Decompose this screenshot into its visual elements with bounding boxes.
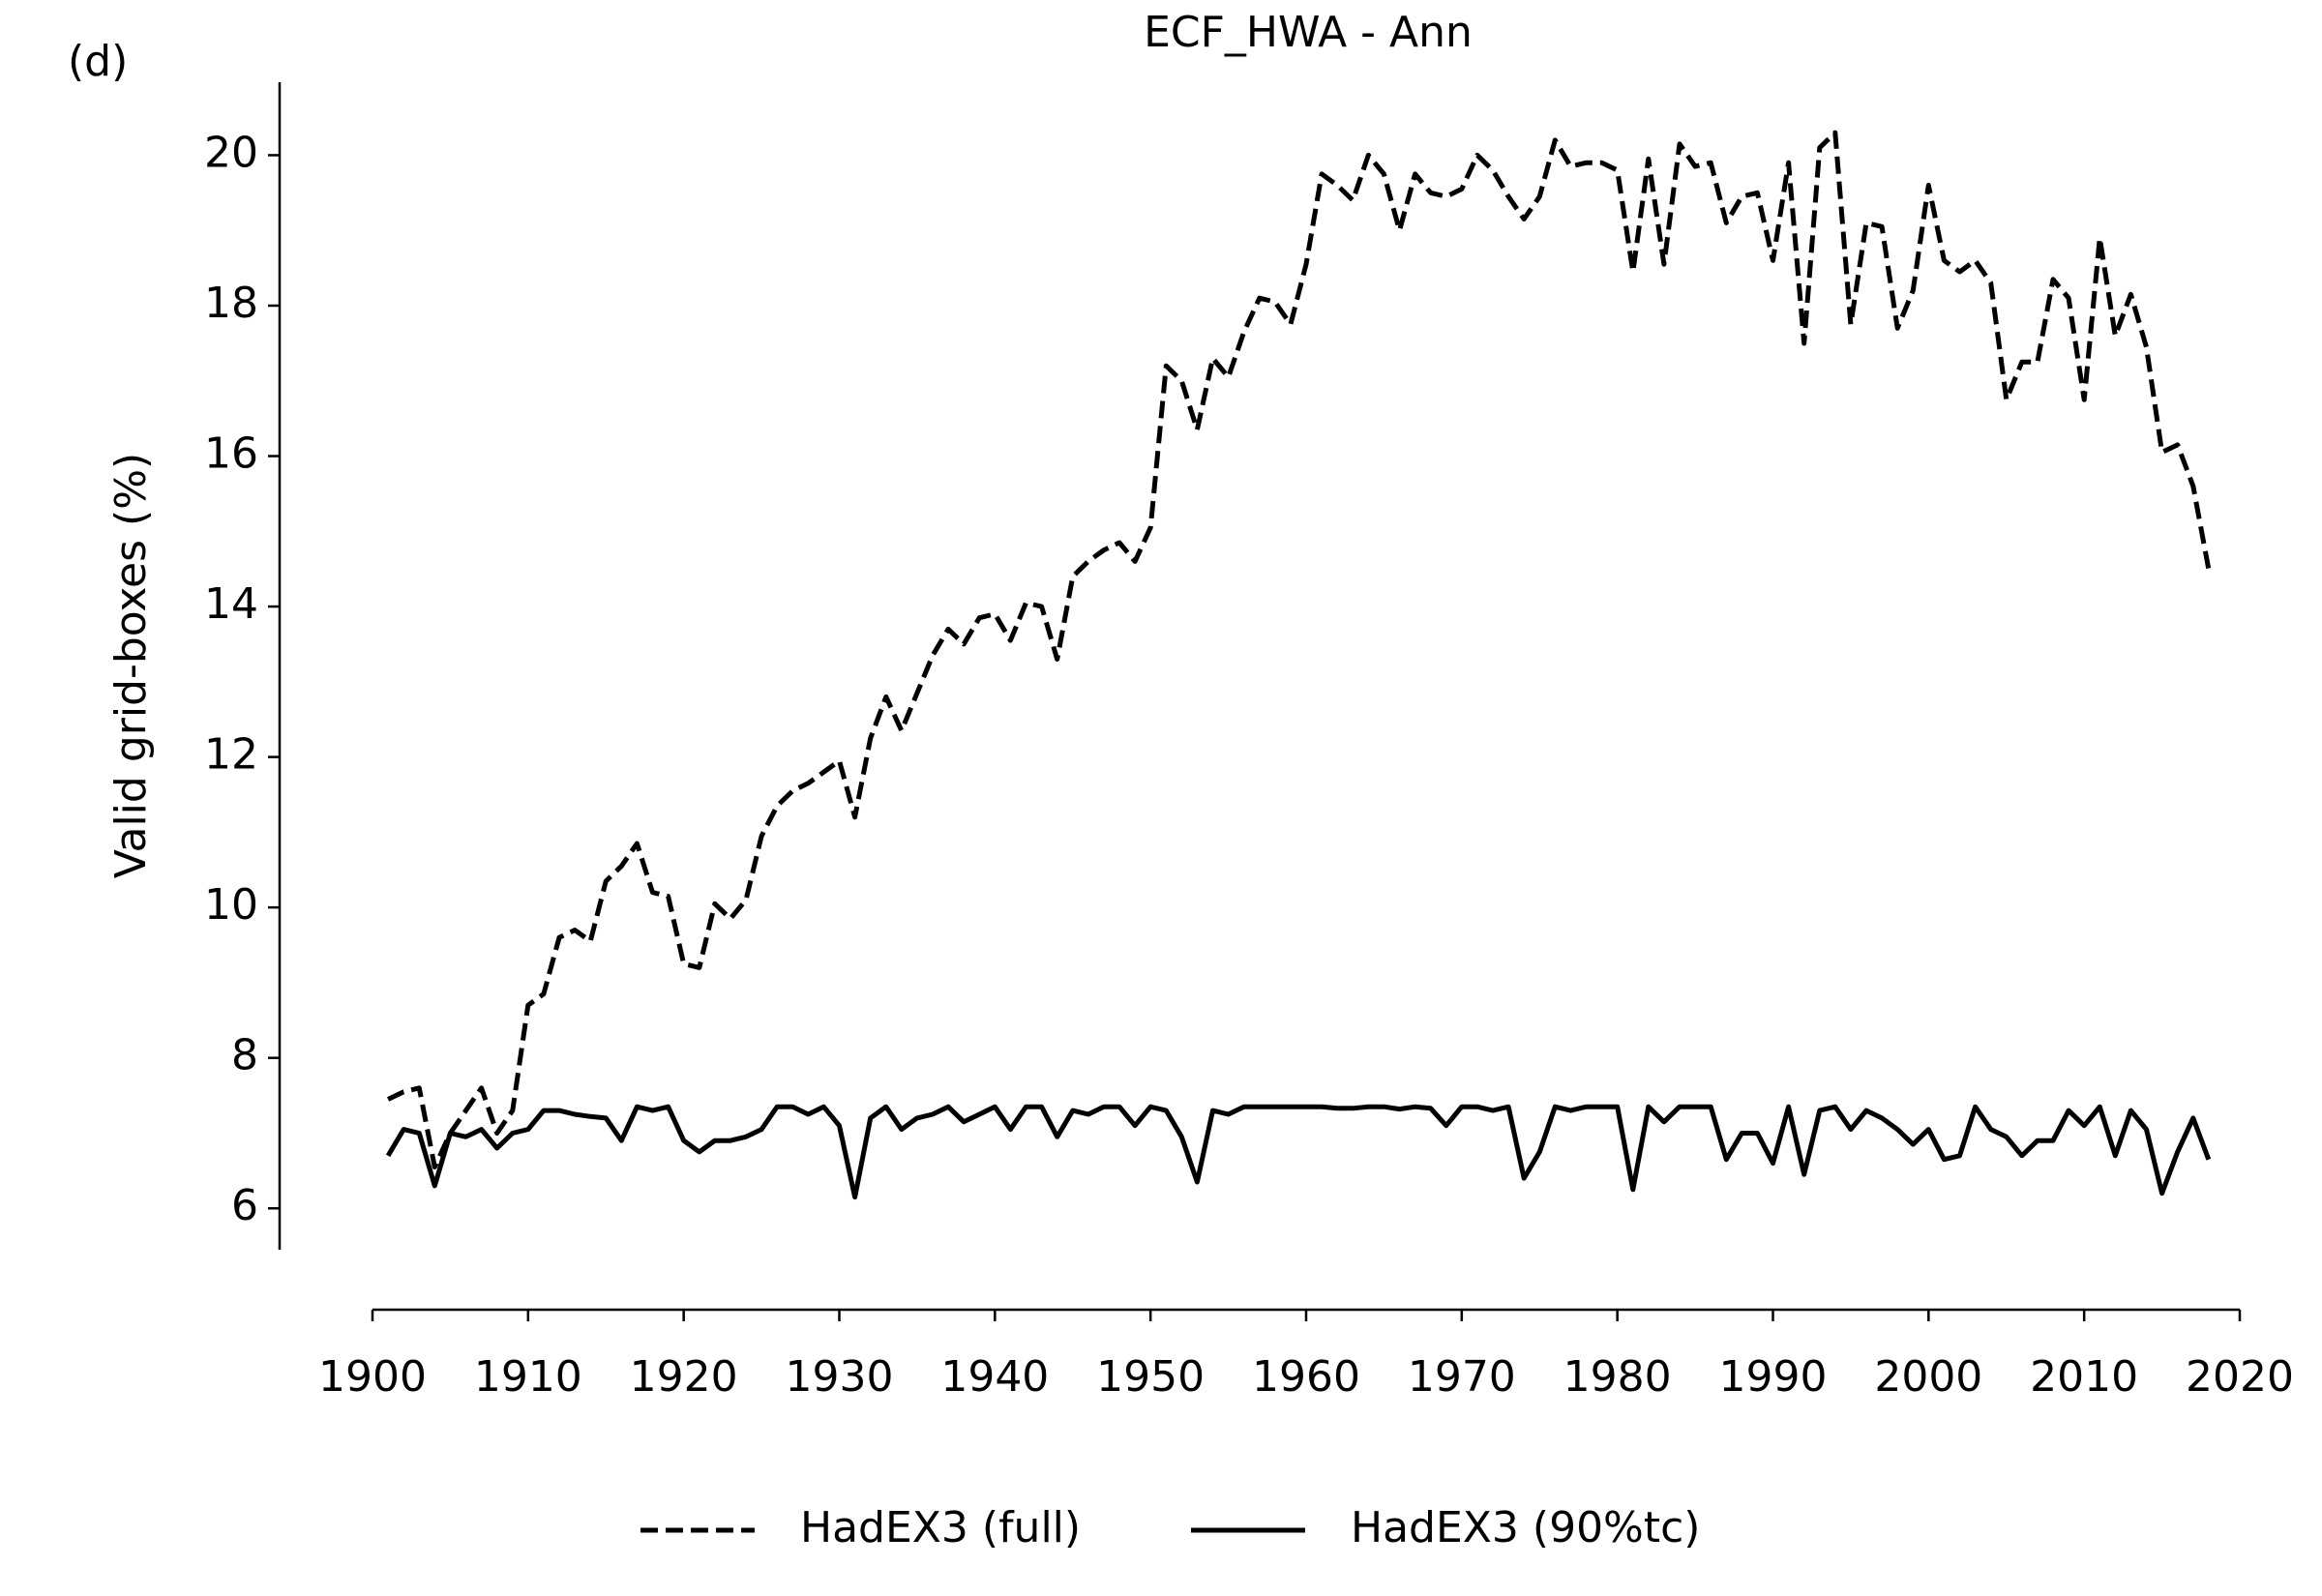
x-tick-label: 1940 (940, 1352, 1049, 1402)
x-tick-label: 1920 (630, 1352, 738, 1402)
series-line (387, 130, 2212, 1169)
y-tick-label: 6 (231, 1181, 258, 1230)
y-axis-label: Valid grid-boxes (%) (106, 453, 156, 878)
x-tick-label: 1930 (786, 1352, 894, 1402)
y-tick-label: 20 (204, 128, 258, 177)
x-tick-label: 1950 (1096, 1352, 1205, 1402)
y-tick-label: 8 (231, 1031, 258, 1080)
series-line (385, 1104, 2212, 1200)
legend-label: HadEX3 (full) (800, 1503, 1081, 1552)
panel-label: (d) (68, 37, 128, 86)
x-tick-label: 1970 (1408, 1352, 1516, 1402)
x-tick-label: 1910 (474, 1352, 582, 1402)
y-tick-label: 18 (204, 279, 258, 328)
x-tick-label: 1960 (1252, 1352, 1360, 1402)
x-tick-label: 1990 (1719, 1352, 1828, 1402)
x-tick-label: 1900 (318, 1352, 427, 1402)
y-tick-label: 12 (204, 730, 258, 780)
x-tick-label: 2000 (1874, 1352, 1982, 1402)
x-tick-label: 2010 (2030, 1352, 2138, 1402)
legend-label: HadEX3 (90%tc) (1351, 1503, 1700, 1552)
x-tick-label: 2020 (2186, 1352, 2294, 1402)
chart-title: ECF_HWA - Ann (1144, 8, 1473, 57)
y-tick-label: 10 (204, 880, 258, 930)
y-tick-label: 14 (204, 579, 258, 629)
y-tick-label: 16 (204, 429, 258, 479)
x-tick-label: 1980 (1563, 1352, 1672, 1402)
